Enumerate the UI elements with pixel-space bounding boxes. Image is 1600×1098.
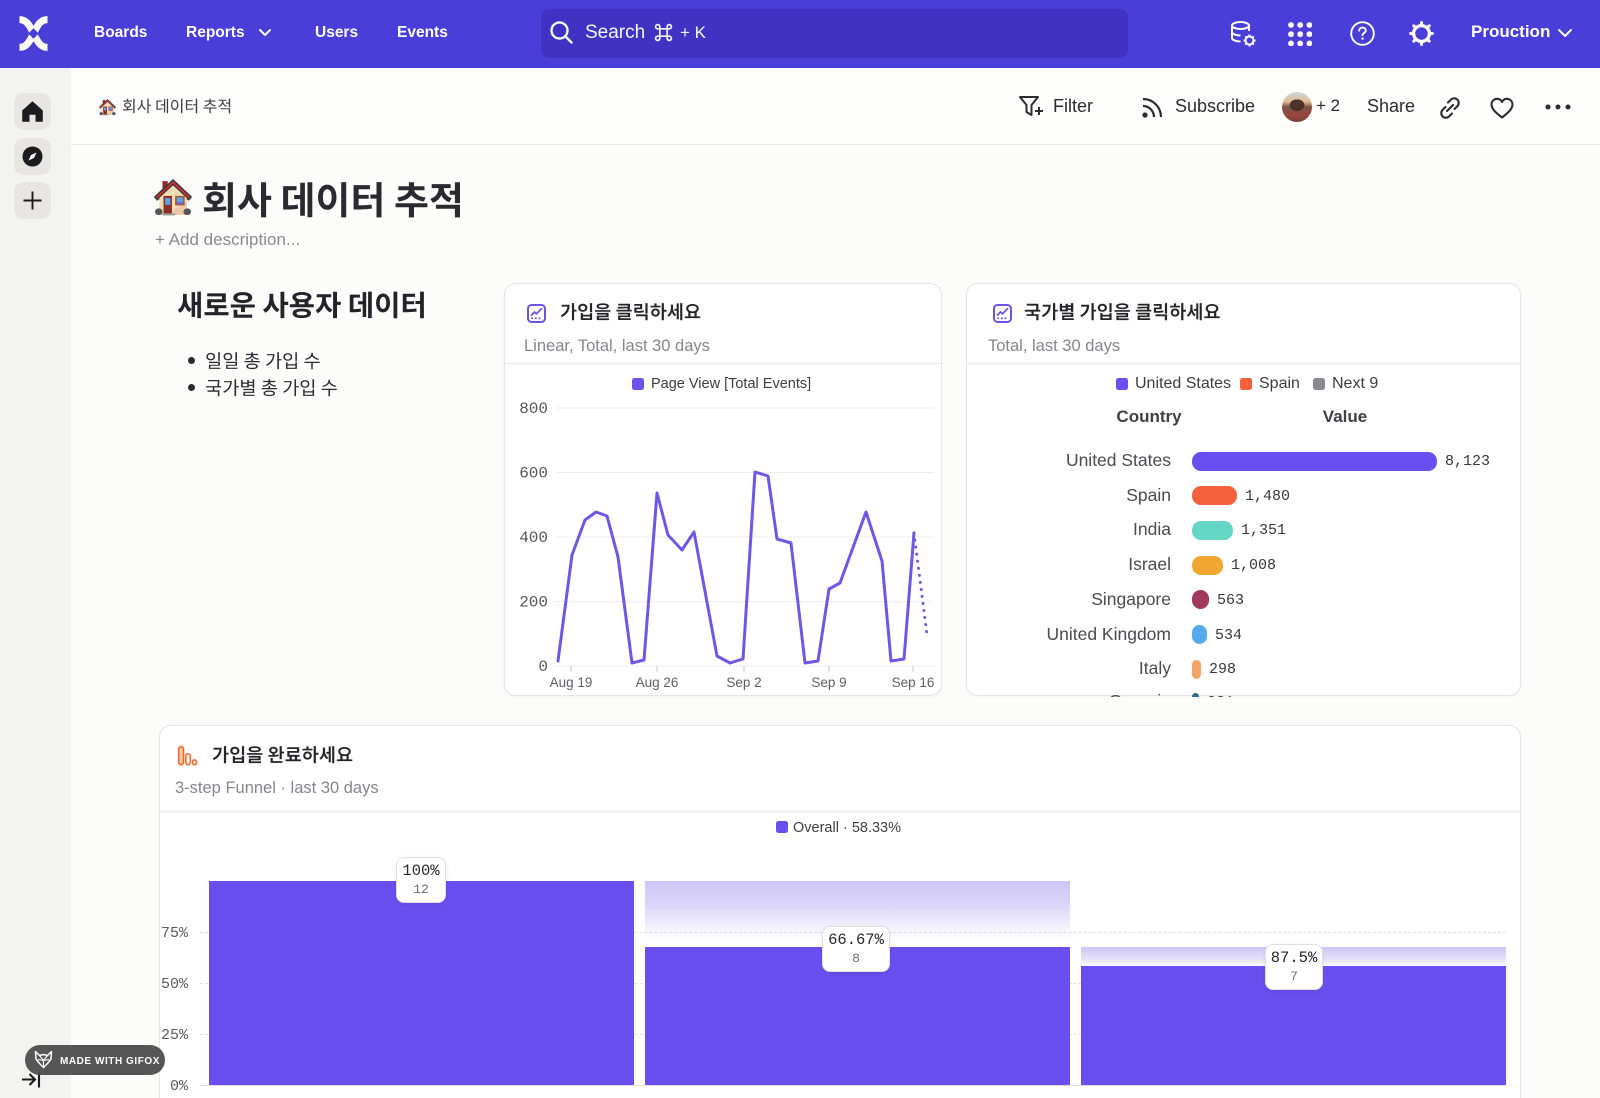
svg-text:600: 600 (519, 465, 548, 483)
svg-text:Aug 19: Aug 19 (550, 675, 593, 690)
svg-text:0: 0 (538, 658, 548, 676)
svg-text:400: 400 (519, 529, 548, 547)
svg-text:200: 200 (519, 594, 548, 612)
svg-text:Sep 9: Sep 9 (811, 675, 846, 690)
svg-text:Sep 16: Sep 16 (892, 675, 935, 690)
svg-text:800: 800 (519, 400, 548, 418)
svg-text:Aug 26: Aug 26 (636, 675, 679, 690)
svg-text:Sep 2: Sep 2 (726, 675, 761, 690)
